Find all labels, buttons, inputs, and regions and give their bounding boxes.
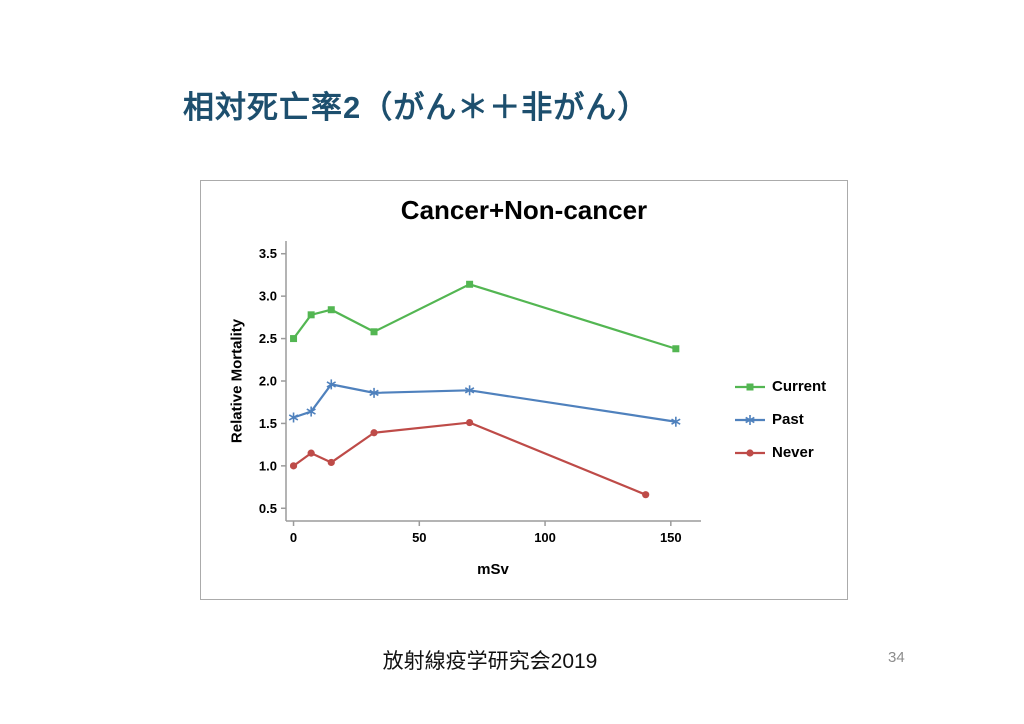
x-axis-label: mSv (477, 561, 509, 578)
legend-label: Past (772, 411, 804, 428)
chart-plot: 0.5 1.0 1.5 2.0 2.5 3.0 3.5 0 50 100 150 (259, 241, 701, 545)
svg-text:3.0: 3.0 (259, 289, 277, 304)
svg-text:150: 150 (660, 530, 682, 545)
legend-item: Never (735, 444, 826, 461)
footer-text: 放射線疫学研究会2019 (382, 650, 598, 673)
legend-marker-circle-icon (735, 448, 765, 457)
slide-title: 相対死亡率2（がん＊＋非がん） (183, 90, 650, 125)
svg-text:100: 100 (534, 530, 556, 545)
svg-text:1.5: 1.5 (259, 416, 277, 431)
svg-text:50: 50 (412, 530, 426, 545)
page-number: 34 (888, 649, 905, 666)
svg-text:0: 0 (290, 530, 297, 545)
svg-text:2.0: 2.0 (259, 374, 277, 389)
chart-legend: Current Past Never (735, 378, 826, 461)
svg-text:3.5: 3.5 (259, 246, 277, 261)
chart-title: Cancer+Non-cancer (400, 195, 648, 225)
legend-label: Never (772, 444, 814, 461)
svg-text:1.0: 1.0 (259, 458, 277, 473)
legend-item: Current (735, 378, 826, 395)
chart-frame: Cancer+Non-cancer Relative Mortality 0.5… (200, 180, 848, 600)
legend-item: Past (735, 411, 826, 428)
legend-marker-asterisk-icon (735, 414, 765, 425)
legend-label: Current (772, 378, 827, 395)
svg-text:2.5: 2.5 (259, 331, 277, 346)
svg-text:0.5: 0.5 (259, 501, 277, 516)
legend-marker-square-icon (735, 383, 765, 390)
